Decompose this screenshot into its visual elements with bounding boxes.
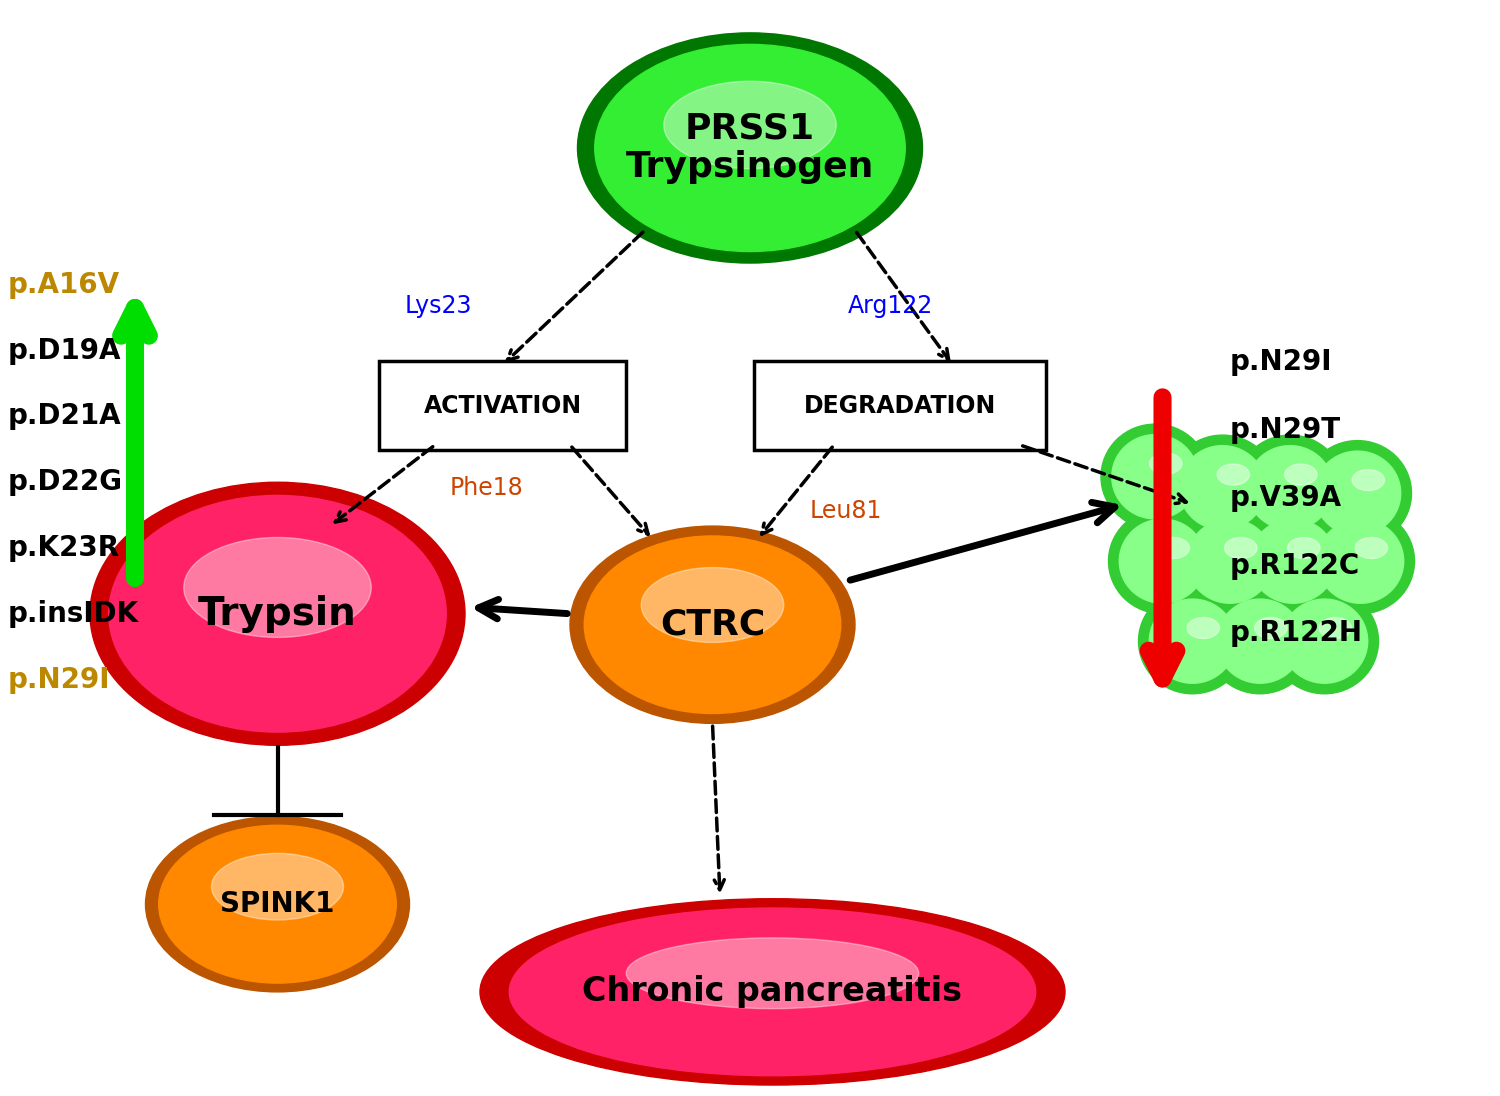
Ellipse shape bbox=[146, 817, 410, 992]
Ellipse shape bbox=[183, 537, 372, 638]
Ellipse shape bbox=[1216, 600, 1304, 683]
Ellipse shape bbox=[1318, 617, 1352, 639]
Text: p.D22G: p.D22G bbox=[8, 468, 123, 496]
Ellipse shape bbox=[509, 907, 1035, 1076]
Text: p.D21A: p.D21A bbox=[8, 402, 122, 431]
Ellipse shape bbox=[211, 854, 344, 920]
Ellipse shape bbox=[578, 33, 922, 263]
FancyBboxPatch shape bbox=[753, 361, 1047, 450]
Ellipse shape bbox=[1108, 509, 1216, 614]
Ellipse shape bbox=[1304, 441, 1412, 546]
Text: SPINK1: SPINK1 bbox=[220, 890, 334, 918]
Ellipse shape bbox=[159, 825, 396, 983]
Text: Leu81: Leu81 bbox=[810, 499, 882, 523]
Ellipse shape bbox=[570, 526, 855, 723]
Ellipse shape bbox=[1281, 600, 1368, 683]
FancyBboxPatch shape bbox=[378, 361, 627, 450]
Text: p.D19A: p.D19A bbox=[8, 336, 122, 365]
Ellipse shape bbox=[1206, 589, 1314, 694]
Text: p.K23R: p.K23R bbox=[8, 534, 120, 562]
Ellipse shape bbox=[1270, 589, 1378, 694]
Text: p.insIDK: p.insIDK bbox=[8, 600, 138, 628]
Ellipse shape bbox=[1287, 537, 1320, 559]
Ellipse shape bbox=[1186, 617, 1219, 639]
Ellipse shape bbox=[1156, 537, 1190, 559]
Ellipse shape bbox=[642, 568, 783, 642]
Ellipse shape bbox=[1216, 464, 1249, 486]
Text: p.N29I: p.N29I bbox=[8, 665, 109, 694]
Ellipse shape bbox=[1112, 435, 1198, 518]
Ellipse shape bbox=[90, 482, 465, 745]
Text: p.R122H: p.R122H bbox=[1230, 619, 1364, 648]
Ellipse shape bbox=[1354, 537, 1388, 559]
Text: PRSS1
Trypsinogen: PRSS1 Trypsinogen bbox=[626, 112, 874, 184]
Ellipse shape bbox=[1246, 446, 1334, 529]
Ellipse shape bbox=[1149, 453, 1182, 475]
Ellipse shape bbox=[1236, 435, 1344, 540]
Ellipse shape bbox=[663, 81, 837, 169]
Ellipse shape bbox=[1317, 520, 1404, 603]
Ellipse shape bbox=[1306, 509, 1414, 614]
Ellipse shape bbox=[1176, 509, 1284, 614]
Ellipse shape bbox=[1168, 435, 1276, 540]
Ellipse shape bbox=[585, 536, 840, 713]
Text: ACTIVATION: ACTIVATION bbox=[423, 393, 582, 418]
Ellipse shape bbox=[1119, 520, 1206, 603]
Ellipse shape bbox=[1352, 469, 1384, 491]
Ellipse shape bbox=[1224, 537, 1257, 559]
Ellipse shape bbox=[1179, 446, 1266, 529]
Ellipse shape bbox=[1101, 424, 1209, 529]
Text: Phe18: Phe18 bbox=[450, 476, 524, 500]
Ellipse shape bbox=[1138, 589, 1246, 694]
Text: Lys23: Lys23 bbox=[405, 294, 472, 318]
Text: p.A16V: p.A16V bbox=[8, 271, 120, 299]
Ellipse shape bbox=[480, 899, 1065, 1085]
Text: Arg122: Arg122 bbox=[847, 294, 933, 318]
Ellipse shape bbox=[1239, 509, 1347, 614]
Ellipse shape bbox=[1186, 520, 1274, 603]
Ellipse shape bbox=[108, 495, 447, 732]
Text: p.N29I: p.N29I bbox=[1230, 347, 1332, 376]
Text: Chronic pancreatitis: Chronic pancreatitis bbox=[582, 975, 963, 1008]
Text: p.N29T: p.N29T bbox=[1230, 415, 1341, 444]
Text: DEGRADATION: DEGRADATION bbox=[804, 393, 996, 418]
Ellipse shape bbox=[594, 44, 904, 252]
Text: CTRC: CTRC bbox=[660, 607, 765, 642]
Ellipse shape bbox=[627, 938, 918, 1008]
Ellipse shape bbox=[1149, 600, 1236, 683]
Ellipse shape bbox=[1250, 520, 1336, 603]
Ellipse shape bbox=[1314, 452, 1401, 535]
Text: Trypsin: Trypsin bbox=[198, 595, 357, 632]
Ellipse shape bbox=[1254, 617, 1287, 639]
Text: p.R122C: p.R122C bbox=[1230, 551, 1360, 580]
Ellipse shape bbox=[1284, 464, 1317, 486]
Text: p.V39A: p.V39A bbox=[1230, 483, 1342, 512]
